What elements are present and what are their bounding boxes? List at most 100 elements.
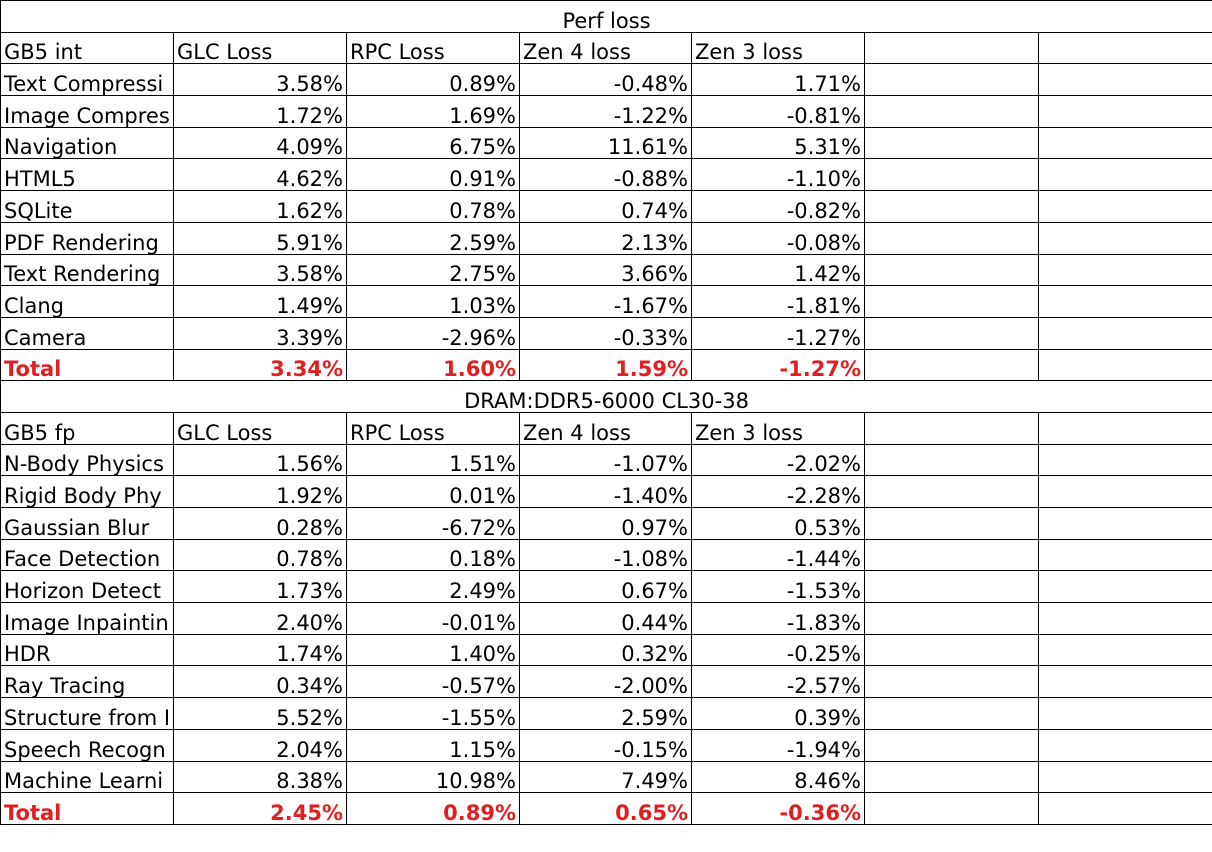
value-cell[interactable]: 2.59%: [346, 221, 520, 255]
empty-cell[interactable]: [864, 443, 1039, 477]
empty-cell[interactable]: [1037, 126, 1212, 160]
row-label-cell[interactable]: PDF Rendering: [0, 221, 174, 255]
value-cell[interactable]: -1.67%: [519, 285, 692, 318]
empty-cell[interactable]: [1037, 665, 1212, 699]
value-cell[interactable]: 0.32%: [519, 633, 692, 667]
empty-cell[interactable]: [1037, 633, 1212, 667]
empty-cell[interactable]: [864, 697, 1039, 730]
value-cell[interactable]: 1.72%: [173, 95, 347, 128]
empty-cell[interactable]: [1037, 697, 1212, 730]
value-cell[interactable]: 1.73%: [173, 570, 347, 604]
value-cell[interactable]: 1.51%: [346, 443, 520, 477]
row-label-cell[interactable]: Text Compressi: [0, 63, 174, 97]
empty-cell[interactable]: [864, 95, 1039, 128]
total-value-cell[interactable]: 3.34%: [173, 348, 347, 382]
value-cell[interactable]: -1.40%: [519, 475, 692, 508]
column-header-cell[interactable]: GLC Loss: [173, 31, 347, 65]
row-label-cell[interactable]: Speech Recogn: [0, 728, 174, 762]
value-cell[interactable]: -1.10%: [691, 158, 865, 192]
value-cell[interactable]: -0.82%: [691, 190, 865, 223]
row-label-cell[interactable]: SQLite: [0, 190, 174, 223]
value-cell[interactable]: 1.92%: [173, 475, 347, 508]
empty-cell[interactable]: [864, 538, 1039, 572]
empty-cell[interactable]: [1037, 31, 1212, 65]
value-cell[interactable]: 0.78%: [346, 190, 520, 223]
value-cell[interactable]: 3.58%: [173, 63, 347, 97]
total-label-cell[interactable]: Total: [0, 792, 174, 825]
empty-cell[interactable]: [864, 728, 1039, 762]
column-header-cell[interactable]: RPC Loss: [346, 31, 520, 65]
row-label-cell[interactable]: Ray Tracing: [0, 665, 174, 699]
value-cell[interactable]: -0.33%: [519, 316, 692, 350]
value-cell[interactable]: 0.39%: [691, 697, 865, 730]
value-cell[interactable]: -6.72%: [346, 507, 520, 540]
value-cell[interactable]: -1.53%: [691, 570, 865, 604]
column-header-cell[interactable]: RPC Loss: [346, 411, 520, 445]
column-header-cell[interactable]: Zen 4 loss: [519, 31, 692, 65]
empty-cell[interactable]: [1037, 602, 1212, 635]
empty-cell[interactable]: [864, 760, 1039, 794]
row-label-cell[interactable]: Machine Learni: [0, 760, 174, 794]
value-cell[interactable]: 1.15%: [346, 728, 520, 762]
value-cell[interactable]: 0.91%: [346, 158, 520, 192]
value-cell[interactable]: 0.18%: [346, 538, 520, 572]
value-cell[interactable]: -0.08%: [691, 221, 865, 255]
row-label-cell[interactable]: HTML5: [0, 158, 174, 192]
value-cell[interactable]: -1.08%: [519, 538, 692, 572]
value-cell[interactable]: 1.74%: [173, 633, 347, 667]
row-label-cell[interactable]: Rigid Body Phy: [0, 475, 174, 508]
row-label-cell[interactable]: Face Detection: [0, 538, 174, 572]
value-cell[interactable]: -1.07%: [519, 443, 692, 477]
empty-cell[interactable]: [1037, 253, 1212, 287]
empty-cell[interactable]: [1037, 63, 1212, 97]
value-cell[interactable]: 1.03%: [346, 285, 520, 318]
value-cell[interactable]: 11.61%: [519, 126, 692, 160]
empty-cell[interactable]: [1037, 570, 1212, 604]
value-cell[interactable]: 0.44%: [519, 602, 692, 635]
value-cell[interactable]: 0.67%: [519, 570, 692, 604]
empty-cell[interactable]: [1037, 95, 1212, 128]
row-label-cell[interactable]: N-Body Physics: [0, 443, 174, 477]
row-label-cell[interactable]: Structure from I: [0, 697, 174, 730]
value-cell[interactable]: -0.15%: [519, 728, 692, 762]
empty-cell[interactable]: [864, 190, 1039, 223]
value-cell[interactable]: -1.44%: [691, 538, 865, 572]
empty-cell[interactable]: [1037, 348, 1212, 382]
value-cell[interactable]: -2.00%: [519, 665, 692, 699]
row-label-cell[interactable]: Navigation: [0, 126, 174, 160]
empty-cell[interactable]: [864, 475, 1039, 508]
total-value-cell[interactable]: 1.59%: [519, 348, 692, 382]
empty-cell[interactable]: [1037, 507, 1212, 540]
value-cell[interactable]: -0.88%: [519, 158, 692, 192]
empty-cell[interactable]: [1037, 792, 1212, 825]
empty-cell[interactable]: [864, 570, 1039, 604]
value-cell[interactable]: 1.71%: [691, 63, 865, 97]
empty-cell[interactable]: [864, 316, 1039, 350]
value-cell[interactable]: 0.28%: [173, 507, 347, 540]
total-value-cell[interactable]: 0.65%: [519, 792, 692, 825]
section-title-cell[interactable]: DRAM:DDR5-6000 CL30-38: [0, 380, 1212, 413]
column-header-cell[interactable]: GB5 fp: [0, 411, 174, 445]
value-cell[interactable]: 0.34%: [173, 665, 347, 699]
empty-cell[interactable]: [1037, 728, 1212, 762]
value-cell[interactable]: 4.62%: [173, 158, 347, 192]
value-cell[interactable]: 1.42%: [691, 253, 865, 287]
value-cell[interactable]: 3.39%: [173, 316, 347, 350]
value-cell[interactable]: -1.81%: [691, 285, 865, 318]
empty-cell[interactable]: [864, 253, 1039, 287]
total-value-cell[interactable]: 1.60%: [346, 348, 520, 382]
value-cell[interactable]: -2.57%: [691, 665, 865, 699]
row-label-cell[interactable]: Image Compres: [0, 95, 174, 128]
empty-cell[interactable]: [1037, 285, 1212, 318]
column-header-cell[interactable]: Zen 3 loss: [691, 31, 865, 65]
value-cell[interactable]: 4.09%: [173, 126, 347, 160]
empty-cell[interactable]: [1037, 538, 1212, 572]
empty-cell[interactable]: [864, 31, 1039, 65]
empty-cell[interactable]: [864, 221, 1039, 255]
value-cell[interactable]: -0.57%: [346, 665, 520, 699]
empty-cell[interactable]: [864, 158, 1039, 192]
value-cell[interactable]: 2.75%: [346, 253, 520, 287]
value-cell[interactable]: -1.27%: [691, 316, 865, 350]
empty-cell[interactable]: [864, 126, 1039, 160]
row-label-cell[interactable]: Horizon Detect: [0, 570, 174, 604]
